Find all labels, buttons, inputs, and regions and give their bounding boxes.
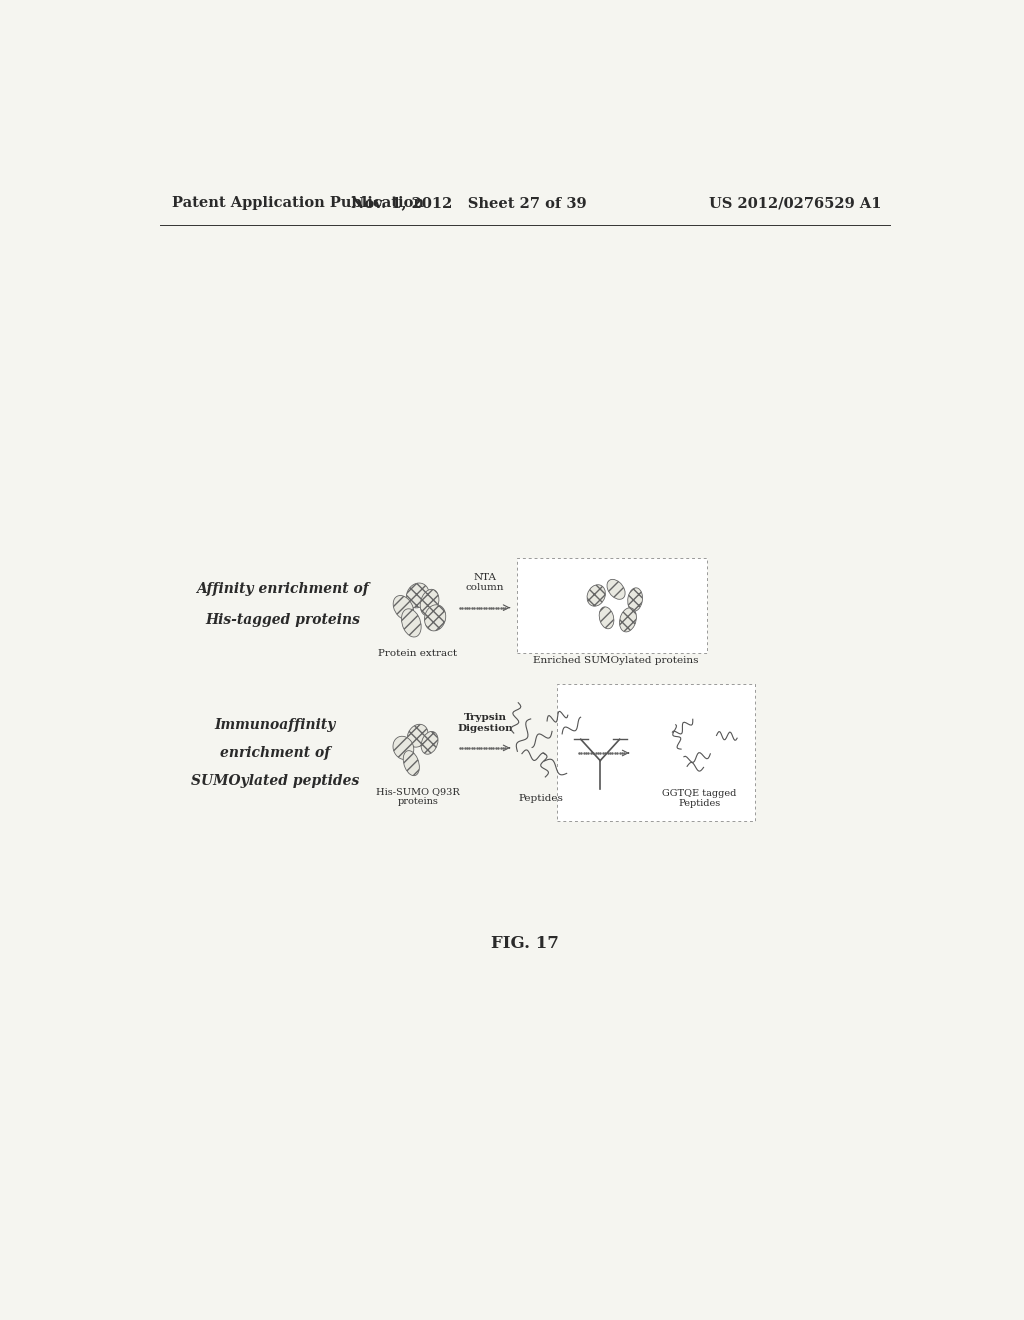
Text: enrichment of: enrichment of [220, 746, 330, 760]
Ellipse shape [408, 725, 428, 747]
Ellipse shape [420, 589, 439, 616]
Text: US 2012/0276529 A1: US 2012/0276529 A1 [710, 197, 882, 210]
Text: Peptides: Peptides [518, 795, 563, 804]
Ellipse shape [425, 605, 445, 631]
Ellipse shape [393, 595, 414, 620]
Text: His-tagged proteins: His-tagged proteins [206, 612, 360, 627]
Text: Trypsin
Digestion: Trypsin Digestion [458, 713, 513, 733]
Text: Affinity enrichment of: Affinity enrichment of [197, 582, 369, 597]
Ellipse shape [607, 579, 625, 599]
Text: GGTQE tagged
Peptides: GGTQE tagged Peptides [663, 789, 736, 808]
Ellipse shape [393, 737, 414, 759]
Ellipse shape [628, 587, 642, 611]
Ellipse shape [587, 585, 605, 606]
Ellipse shape [407, 583, 429, 609]
Bar [557, 684, 755, 821]
Text: Nov. 1, 2012   Sheet 27 of 39: Nov. 1, 2012 Sheet 27 of 39 [351, 197, 587, 210]
Ellipse shape [620, 607, 636, 632]
Text: Enriched SUMOylated proteins: Enriched SUMOylated proteins [534, 656, 698, 665]
Text: His-SUMO Q93R
proteins: His-SUMO Q93R proteins [376, 787, 460, 807]
Bar [517, 558, 708, 653]
Ellipse shape [401, 609, 421, 638]
Ellipse shape [421, 731, 438, 754]
Ellipse shape [403, 751, 420, 776]
Text: Patent Application Publication: Patent Application Publication [172, 197, 424, 210]
Text: NTA
column: NTA column [466, 573, 505, 593]
Text: SUMOylated peptides: SUMOylated peptides [190, 775, 359, 788]
Ellipse shape [599, 607, 613, 628]
Text: Immunoaffinity: Immunoaffinity [214, 718, 336, 731]
Text: Protein extract: Protein extract [378, 649, 458, 657]
Text: FIG. 17: FIG. 17 [490, 935, 559, 952]
